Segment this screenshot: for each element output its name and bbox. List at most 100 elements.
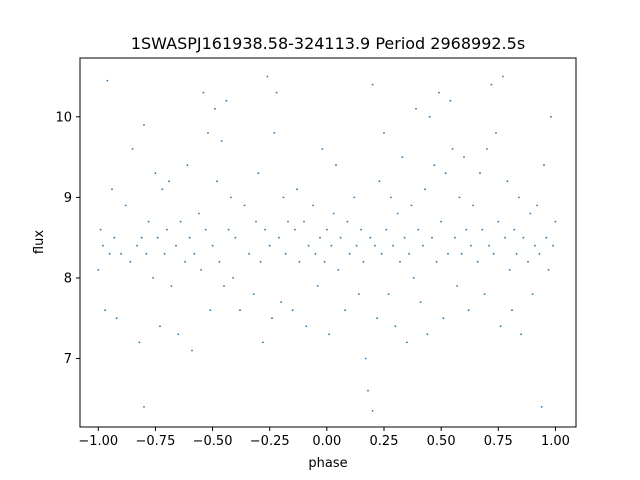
data-point <box>371 410 374 412</box>
data-point <box>323 260 326 263</box>
data-point <box>488 244 490 247</box>
data-point <box>204 228 207 231</box>
data-point <box>252 293 255 295</box>
data-point <box>527 260 529 263</box>
data-point <box>442 317 445 320</box>
data-point <box>458 196 461 199</box>
data-point <box>433 164 436 167</box>
data-point <box>369 236 372 239</box>
data-point <box>170 285 173 287</box>
data-point <box>188 236 191 239</box>
data-point <box>209 309 212 312</box>
data-point <box>529 212 532 215</box>
data-point <box>179 220 182 223</box>
chart-title: 1SWASPJ161938.58-324113.9 Period 2968992… <box>131 34 525 53</box>
y-tick-label: 10 <box>55 110 72 125</box>
data-point <box>284 252 287 255</box>
data-point <box>492 252 495 255</box>
data-point <box>417 228 420 231</box>
data-point <box>431 236 433 239</box>
data-point <box>140 236 143 239</box>
data-point <box>321 148 324 150</box>
x-tick-label: −0.75 <box>136 434 176 449</box>
data-point <box>424 188 426 191</box>
data-point <box>278 236 280 239</box>
data-point <box>335 164 337 167</box>
x-tick-label: 0.50 <box>427 434 456 449</box>
data-point <box>193 252 196 255</box>
data-point <box>392 244 394 247</box>
data-point <box>419 301 422 303</box>
data-point <box>214 107 216 110</box>
data-point <box>378 180 381 183</box>
data-point <box>184 260 187 263</box>
data-point <box>136 244 139 247</box>
data-point <box>403 236 406 239</box>
data-point <box>332 212 335 215</box>
data-point <box>451 148 454 150</box>
data-point <box>218 260 221 263</box>
data-point <box>447 252 449 255</box>
data-point <box>506 180 509 183</box>
data-point <box>390 196 392 199</box>
y-tick-label: 9 <box>64 191 72 206</box>
data-point <box>282 196 285 199</box>
data-point <box>472 204 474 207</box>
data-point <box>387 293 390 295</box>
data-point <box>495 132 497 134</box>
data-point <box>438 91 440 94</box>
data-point <box>147 220 150 223</box>
data-point <box>227 228 230 231</box>
data-point <box>522 236 525 239</box>
data-point <box>186 164 189 167</box>
data-point <box>298 260 301 263</box>
x-tick-label: −0.25 <box>250 434 290 449</box>
data-point <box>262 341 264 344</box>
data-point <box>271 317 273 320</box>
data-point <box>202 91 205 94</box>
data-point <box>255 220 257 223</box>
data-point <box>97 269 100 271</box>
data-point <box>115 317 118 320</box>
data-point <box>113 236 116 239</box>
data-points <box>97 75 557 412</box>
data-point <box>374 244 376 247</box>
data-point <box>312 204 314 207</box>
data-point <box>540 406 543 408</box>
data-point <box>465 228 468 231</box>
data-point <box>547 269 550 271</box>
data-point <box>410 204 413 207</box>
data-point <box>399 260 401 263</box>
data-point <box>303 220 305 223</box>
data-point <box>538 252 541 255</box>
data-point <box>376 317 378 320</box>
data-point <box>152 277 155 279</box>
data-point <box>243 204 246 207</box>
data-point <box>291 309 294 312</box>
data-point <box>316 285 319 287</box>
data-point <box>401 156 404 159</box>
data-point <box>159 325 161 328</box>
data-point <box>552 244 554 247</box>
data-point <box>273 132 276 134</box>
data-point <box>545 236 548 239</box>
data-point <box>408 252 410 255</box>
data-point <box>102 244 104 247</box>
data-point <box>264 228 266 231</box>
data-point <box>319 236 321 239</box>
x-tick-label: −1.00 <box>78 434 118 449</box>
data-point <box>467 309 470 312</box>
data-point <box>220 140 223 142</box>
data-point <box>463 156 465 159</box>
data-point <box>145 252 148 255</box>
x-axis-label: phase <box>308 456 347 471</box>
data-point <box>344 309 346 312</box>
data-point <box>163 252 166 255</box>
data-point <box>364 357 367 360</box>
data-point <box>383 132 385 134</box>
data-point <box>460 252 463 255</box>
x-axis: −1.00 −0.75 −0.50 −0.25 0.00 0.25 0.50 0.75 1.00 <box>78 427 570 449</box>
x-tick-label: 1.00 <box>541 434 570 449</box>
data-point <box>481 228 484 231</box>
